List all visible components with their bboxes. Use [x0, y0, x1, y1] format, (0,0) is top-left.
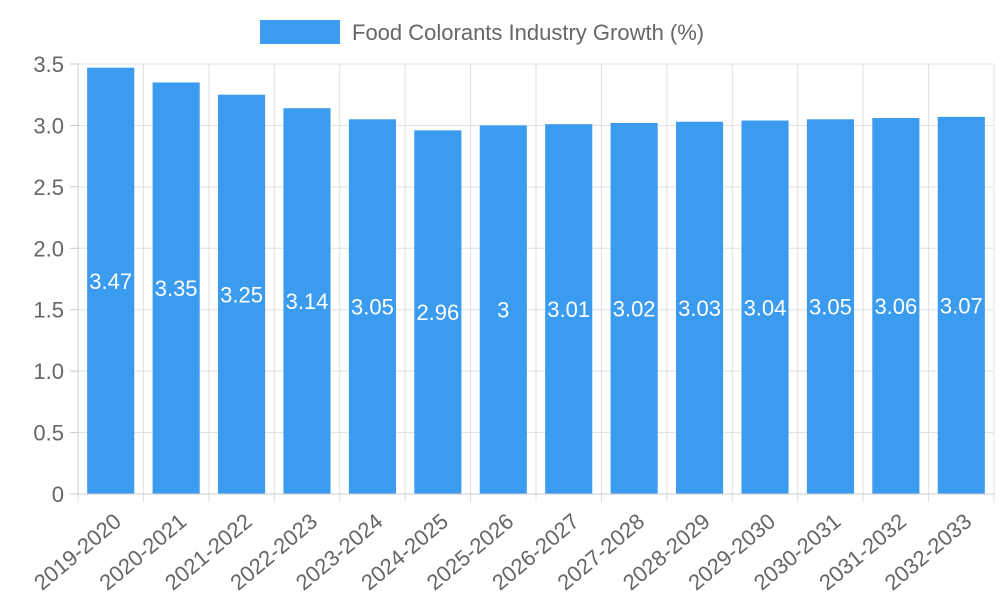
- legend-swatch: [260, 20, 340, 44]
- y-tick-label: 1.0: [33, 359, 64, 384]
- bar-value-label: 3.03: [678, 296, 721, 321]
- y-tick-label: 2.5: [33, 175, 64, 200]
- bar[interactable]: [741, 120, 789, 494]
- bar[interactable]: [937, 116, 985, 494]
- bar-value-label: 3.35: [155, 276, 198, 301]
- y-tick-label: 3.5: [33, 52, 64, 77]
- bar[interactable]: [283, 108, 331, 494]
- y-tick-label: 0.5: [33, 421, 64, 446]
- bar[interactable]: [218, 94, 266, 494]
- bar-value-label: 3.07: [940, 293, 983, 318]
- grid: [77, 63, 995, 502]
- bar[interactable]: [87, 67, 135, 494]
- bar-labels: 3.47 3.35 3.25 3.14 3.05 2.96 3 3.01 3.02 3.03 3.0…: [89, 269, 982, 325]
- bar[interactable]: [414, 130, 462, 495]
- bar[interactable]: [806, 119, 854, 495]
- bar-value-label: 3: [497, 298, 509, 323]
- bar[interactable]: [610, 122, 658, 494]
- y-tick-label: 2.0: [33, 236, 64, 261]
- bar[interactable]: [348, 119, 396, 495]
- bars: [87, 67, 985, 495]
- y-tick-label: 3.0: [33, 113, 64, 138]
- bar-value-label: 3.14: [286, 289, 329, 314]
- bar[interactable]: [545, 124, 593, 494]
- bar-value-label: 3.25: [220, 282, 263, 307]
- bar[interactable]: [152, 82, 200, 494]
- bar-value-label: 3.04: [744, 295, 787, 320]
- bar-value-label: 3.01: [547, 297, 590, 322]
- x-axis: 2019-20202020-20212021-20222022-20232023…: [29, 493, 994, 595]
- bar-value-label: 3.06: [874, 294, 917, 319]
- bar-value-label: 3.05: [351, 295, 394, 320]
- legend[interactable]: Food Colorants Industry Growth (%): [260, 20, 704, 45]
- bar[interactable]: [479, 125, 527, 494]
- y-tick-label: 0: [52, 482, 64, 507]
- bar-value-label: 2.96: [416, 300, 459, 325]
- bar-value-label: 3.05: [809, 295, 852, 320]
- bar-value-label: 3.47: [89, 269, 132, 294]
- y-tick-label: 1.5: [33, 298, 64, 323]
- bar[interactable]: [676, 121, 724, 494]
- legend-label: Food Colorants Industry Growth (%): [352, 20, 704, 45]
- y-axis: 0 0.5 1.0 1.5 2.0 2.5 3.0 3.5: [33, 52, 79, 507]
- bar[interactable]: [872, 118, 920, 495]
- bar-value-label: 3.02: [613, 296, 656, 321]
